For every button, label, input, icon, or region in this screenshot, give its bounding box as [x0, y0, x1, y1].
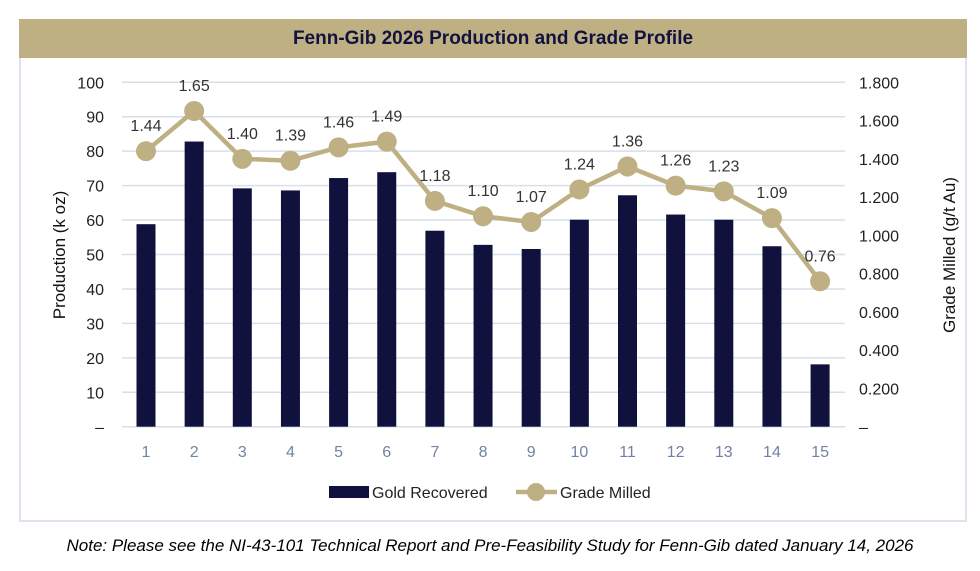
x-tick-label: 11 [619, 444, 636, 461]
point-grade-milled [376, 131, 397, 152]
data-label-grade: 1.49 [371, 109, 402, 126]
bar-gold-recovered [377, 172, 397, 427]
y2-tick-label: 1.000 [859, 228, 899, 245]
bar-gold-recovered [762, 246, 782, 427]
x-tick-label: 1 [142, 444, 151, 461]
data-label-grade: 1.44 [130, 118, 161, 135]
point-grade-milled [521, 211, 542, 232]
data-label-grade: 1.09 [756, 185, 787, 202]
y2-tick-label: 0.200 [859, 381, 899, 398]
legend-label-grade-milled: Grade Milled [560, 485, 651, 502]
bar-gold-recovered [232, 188, 252, 427]
point-grade-milled [232, 148, 253, 169]
data-label-grade: 1.65 [179, 78, 210, 95]
y-axis-title: Production (k oz) [50, 191, 69, 320]
x-tick-label: 6 [382, 444, 391, 461]
point-grade-milled [328, 137, 349, 158]
y-tick-label: – [95, 420, 104, 437]
bar-gold-recovered [569, 219, 589, 427]
x-tick-label: 12 [667, 444, 685, 461]
bar-gold-recovered [425, 230, 445, 427]
y2-tick-label: 0.800 [859, 267, 899, 284]
bar-gold-recovered [810, 364, 830, 427]
legend-swatch-grade-marker [527, 483, 545, 501]
legend-label-gold-recovered: Gold Recovered [372, 485, 488, 502]
chart-header: Fenn-Gib 2026 Production and Grade Profi… [19, 19, 967, 58]
y2-tick-label: 1.200 [859, 190, 899, 207]
bar-gold-recovered [714, 219, 734, 427]
y-tick-label: 50 [86, 248, 104, 265]
bar-gold-recovered [136, 224, 156, 427]
y-tick-label: 90 [86, 110, 104, 127]
data-label-grade: 1.39 [275, 128, 306, 145]
data-label-grade: 1.10 [467, 183, 498, 200]
data-label-grade: 1.18 [419, 168, 450, 185]
y-tick-label: 10 [86, 385, 104, 402]
x-tick-label: 13 [715, 444, 733, 461]
x-tick-label: 5 [334, 444, 343, 461]
y2-axis-title: Grade Milled (g/t Au) [940, 177, 959, 333]
x-tick-label: 4 [286, 444, 295, 461]
y2-tick-label: 1.600 [859, 114, 899, 131]
y-tick-label: 30 [86, 316, 104, 333]
data-label-grade: 1.40 [227, 126, 258, 143]
bar-gold-recovered [184, 141, 204, 427]
y2-tick-label: 1.400 [859, 152, 899, 169]
bar-gold-recovered [618, 195, 637, 427]
y-tick-label: 60 [86, 213, 104, 230]
x-tick-label: 3 [238, 444, 247, 461]
data-label-grade: 1.46 [323, 114, 354, 131]
point-grade-milled [569, 179, 590, 200]
bar-gold-recovered [521, 248, 541, 427]
point-grade-milled [184, 101, 205, 121]
y2-tick-label: 0.600 [859, 305, 899, 322]
x-tick-label: 14 [763, 444, 781, 461]
bar-gold-recovered [329, 178, 349, 427]
point-grade-milled [617, 156, 638, 177]
x-tick-label: 8 [479, 444, 488, 461]
y-tick-label: 100 [77, 75, 104, 92]
x-tick-label: 15 [811, 444, 829, 461]
y-tick-label: 80 [86, 144, 104, 161]
point-grade-milled [665, 175, 686, 196]
point-grade-milled [713, 181, 734, 202]
y2-tick-label: 1.800 [859, 75, 899, 92]
footnote: Note: Please see the NI-43-101 Technical… [66, 536, 914, 555]
y-tick-label: 40 [86, 282, 104, 299]
point-grade-milled [473, 206, 494, 227]
bar-gold-recovered [473, 244, 493, 427]
y2-tick-label: 0.400 [859, 343, 899, 360]
x-tick-label: 10 [570, 444, 588, 461]
point-grade-milled [424, 190, 445, 211]
chart-title: Fenn-Gib 2026 Production and Grade Profi… [292, 27, 694, 49]
point-grade-milled [810, 271, 831, 292]
y2-tick-label: – [859, 420, 868, 437]
y-tick-label: 70 [86, 179, 104, 196]
data-label-grade: 1.23 [708, 158, 739, 175]
data-label-grade: 0.76 [805, 248, 836, 265]
point-grade-milled [280, 150, 301, 171]
point-grade-milled [761, 208, 782, 229]
x-tick-label: 2 [190, 444, 199, 461]
bar-gold-recovered [280, 190, 300, 427]
legend-swatch-gold-recovered [329, 486, 369, 498]
y-tick-label: 20 [86, 351, 104, 368]
data-label-grade: 1.36 [612, 133, 643, 150]
data-label-grade: 1.26 [660, 153, 691, 170]
data-label-grade: 1.24 [564, 156, 595, 173]
x-tick-label: 7 [430, 444, 439, 461]
data-label-grade: 1.07 [516, 189, 547, 206]
bar-gold-recovered [666, 214, 686, 427]
point-grade-milled [136, 141, 156, 162]
x-tick-label: 9 [527, 444, 536, 461]
